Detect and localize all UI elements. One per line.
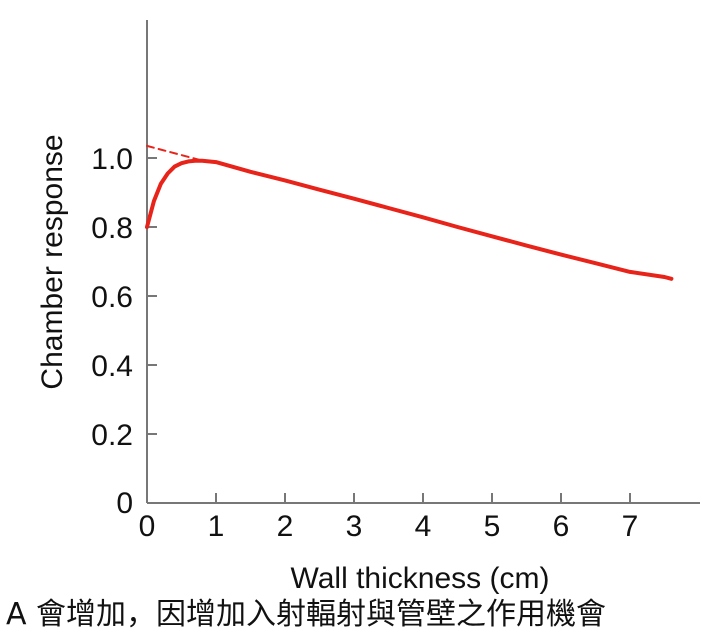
y-tick-label: 1.0 xyxy=(91,143,133,176)
x-ticks: 0 1 2 3 4 5 6 7 xyxy=(139,493,639,543)
y-tick-label: 0.2 xyxy=(91,419,133,452)
y-axis-title: Chamber response xyxy=(36,134,69,389)
x-tick-label: 1 xyxy=(208,510,225,543)
x-tick-label: 5 xyxy=(484,510,501,543)
chamber-response-chart: 0 1 2 3 4 5 6 7 0 0.2 0.4 0.6 0.8 1.0 Wall thickness… xyxy=(36,20,700,595)
y-tick-label: 0 xyxy=(116,487,133,520)
series-layer xyxy=(145,144,674,281)
x-tick-label: 3 xyxy=(346,510,363,543)
axes xyxy=(146,20,700,504)
x-axis-title: Wall thickness (cm) xyxy=(291,562,550,595)
y-tick-label: 0.6 xyxy=(91,281,133,314)
x-tick-label: 2 xyxy=(277,510,294,543)
x-tick-label: 7 xyxy=(622,510,639,543)
x-tick-label: 6 xyxy=(553,510,570,543)
x-tick-label: 0 xyxy=(139,510,156,543)
y-tick-label: 0.4 xyxy=(91,350,133,383)
caption-text: A 會增加，因增加入射輻射與管壁之作用機會 xyxy=(6,597,607,632)
extrapolation-dashed-line xyxy=(146,144,200,161)
response-curve-line xyxy=(145,158,674,281)
x-tick-label: 4 xyxy=(415,510,432,543)
y-tick-label: 0.8 xyxy=(91,212,133,245)
